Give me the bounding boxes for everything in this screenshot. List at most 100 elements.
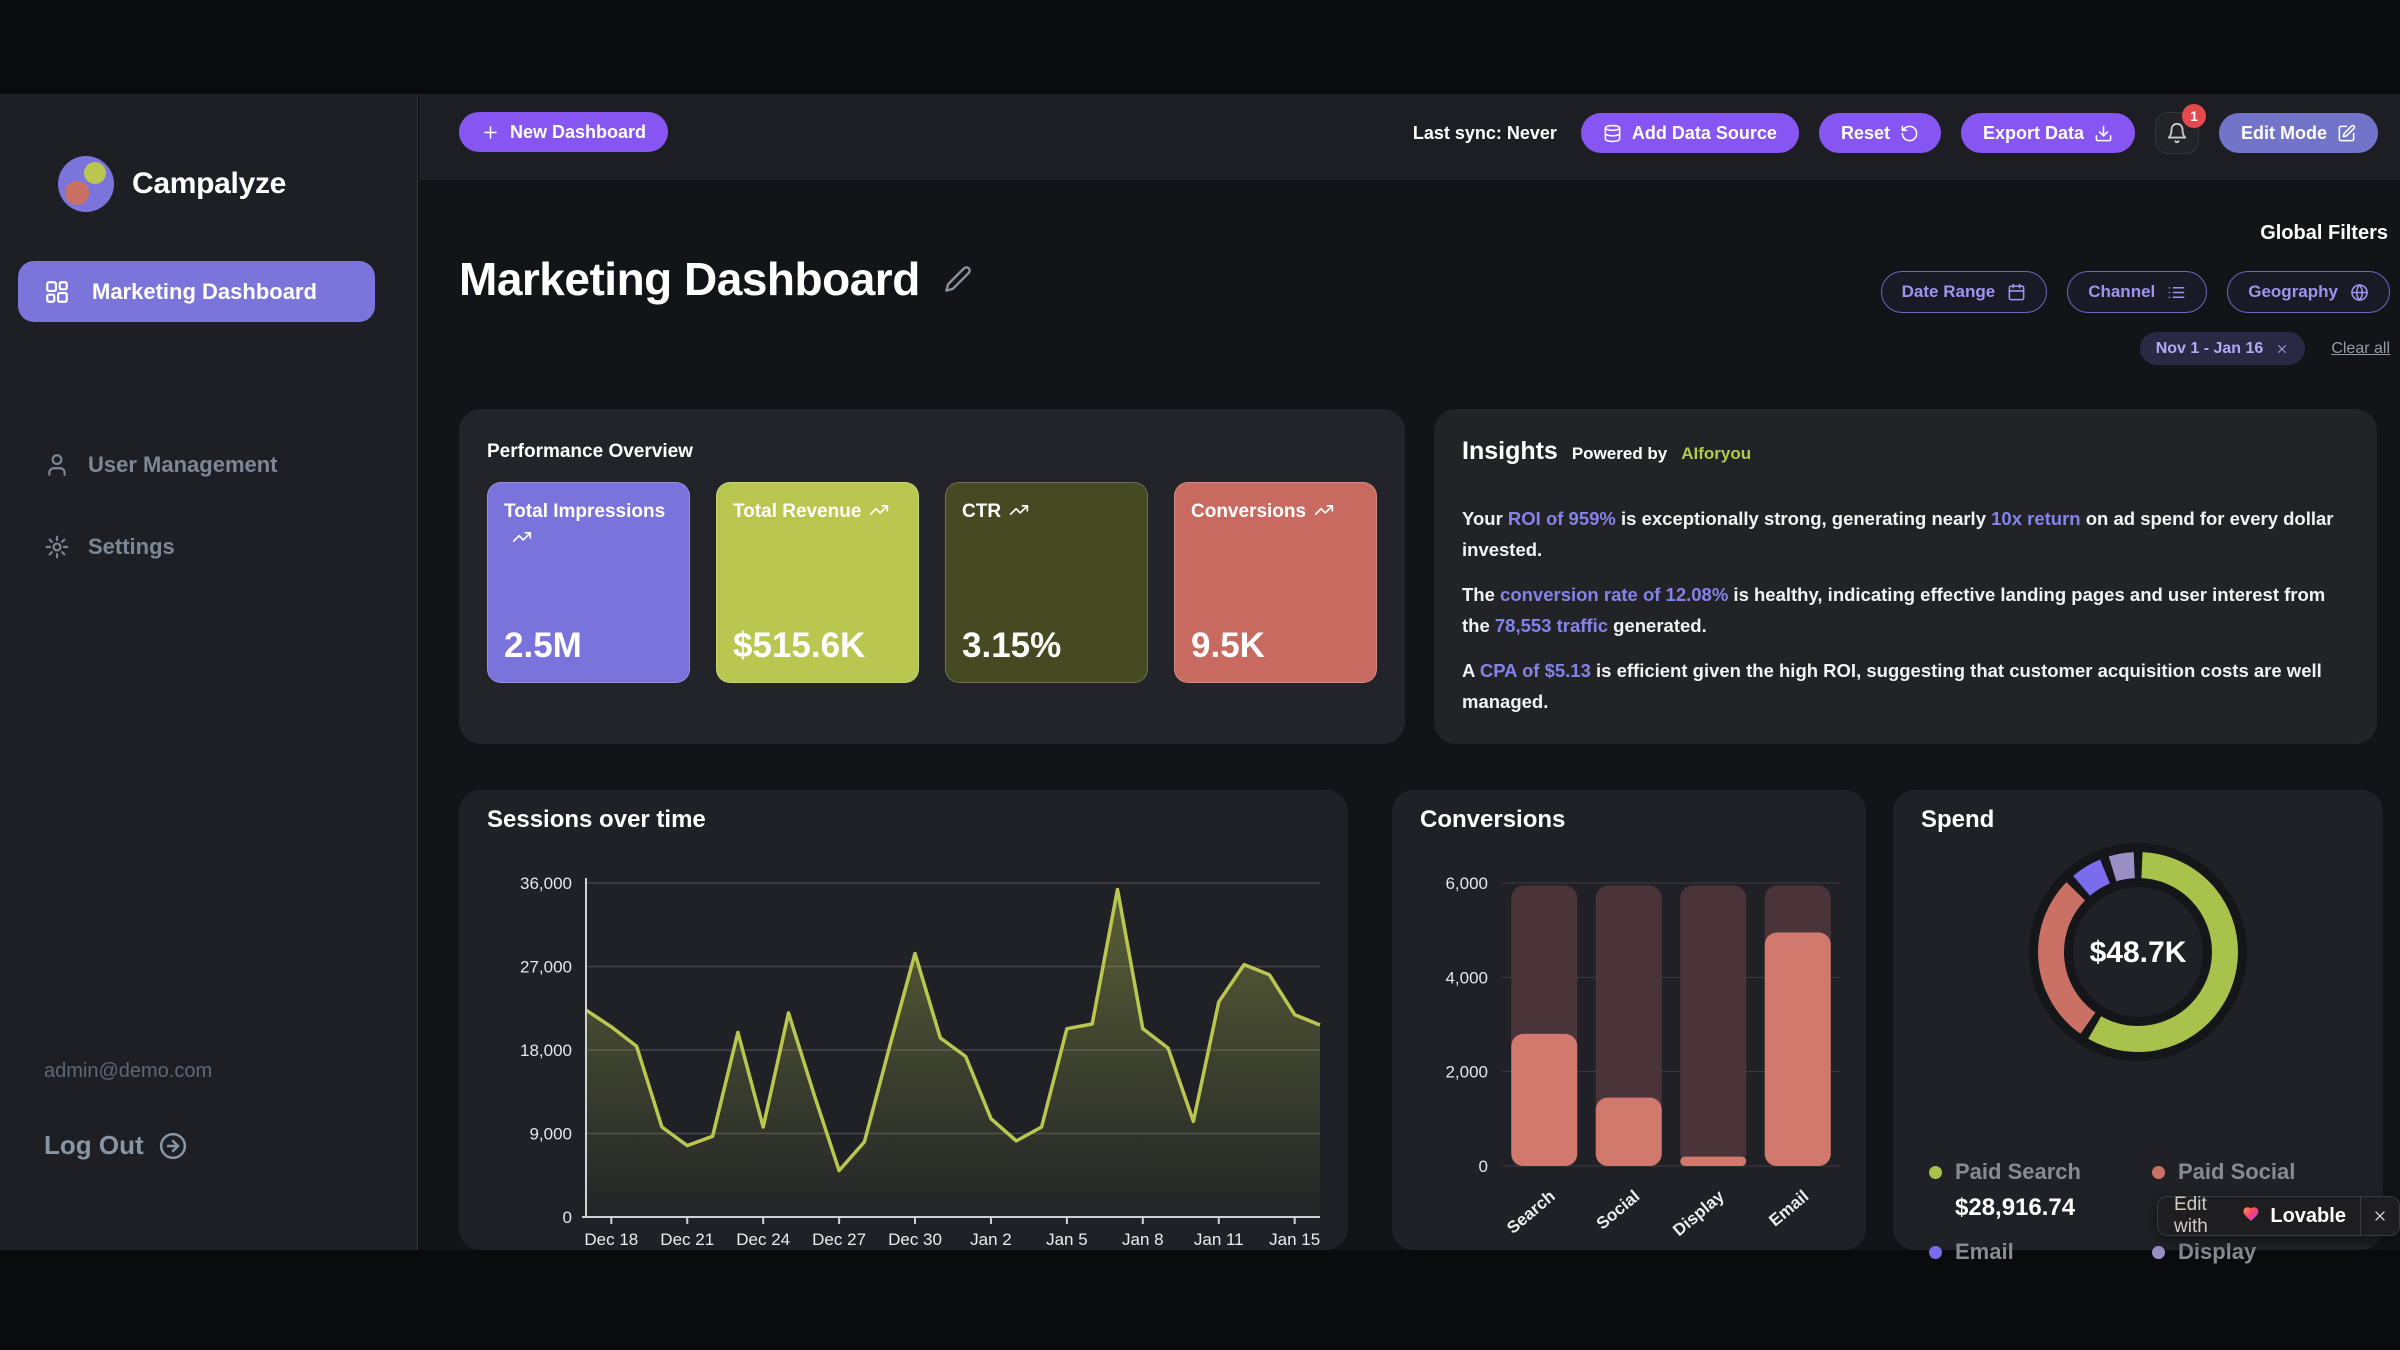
logout-button[interactable]: Log Out xyxy=(44,1130,188,1161)
globe-icon xyxy=(2350,283,2369,302)
spend-chart-panel: Spend $48.7K Paid Search Paid Social $28… xyxy=(1893,790,2383,1264)
svg-text:Social: Social xyxy=(1593,1187,1644,1234)
date-range-chip[interactable]: Nov 1 - Jan 16 xyxy=(2139,332,2306,365)
list-icon xyxy=(2167,283,2186,302)
date-range-chip-label: Nov 1 - Jan 16 xyxy=(2155,339,2264,357)
reset-button[interactable]: Reset xyxy=(1818,113,1941,153)
clear-all-filters-link[interactable]: Clear all xyxy=(2331,339,2390,357)
brand: Campalyze xyxy=(58,156,286,212)
bell-icon xyxy=(2166,122,2188,144)
trending-up-icon xyxy=(1314,500,1334,520)
legend-label: Display xyxy=(2178,1239,2257,1264)
notifications-button[interactable]: 1 xyxy=(2155,104,2206,154)
download-icon xyxy=(2094,124,2113,143)
brand-logo-icon xyxy=(58,156,114,212)
kpi-label: Total Impressions xyxy=(504,501,666,522)
svg-text:Jan 15: Jan 15 xyxy=(1269,1230,1320,1249)
conversions-bar-chart[interactable]: 0 2,000 4,000 6,000 Search Social Display Email xyxy=(1392,790,1866,1255)
svg-text:0: 0 xyxy=(563,1208,572,1227)
sidebar-item-label: Settings xyxy=(88,534,175,559)
paid-search-value: $28,916.74 xyxy=(1955,1194,2076,1221)
new-dashboard-button[interactable]: New Dashboard xyxy=(459,112,669,152)
geography-label: Geography xyxy=(2248,282,2338,301)
channel-label: Channel xyxy=(2088,282,2156,301)
kpi-card-ctr[interactable]: CTR 3.15% xyxy=(945,482,1148,683)
kpi-value: 3.15% xyxy=(962,626,1062,665)
lovable-heart-icon xyxy=(2242,1205,2260,1227)
svg-text:Jan 8: Jan 8 xyxy=(1122,1230,1164,1249)
legend-item-display: Display xyxy=(2152,1238,2359,1266)
lovable-close-button[interactable] xyxy=(2361,1197,2399,1235)
close-icon[interactable] xyxy=(2275,342,2289,356)
close-icon xyxy=(2372,1208,2388,1224)
export-data-label: Export Data xyxy=(1982,122,2084,143)
legend-label: Paid Search xyxy=(1955,1159,2081,1184)
paid-social-dot-icon xyxy=(2152,1165,2165,1179)
global-filters-heading: Global Filters xyxy=(2260,222,2388,244)
sessions-line-chart[interactable]: 0 9,000 18,000 27,000 36,000 Dec 18 Dec 21 Dec … xyxy=(459,790,1348,1255)
insights-panel: Insights Powered by AIforyou Your ROI of… xyxy=(1434,409,2377,744)
channel-filter-button[interactable]: Channel xyxy=(2067,271,2208,313)
kpi-card-total-impressions[interactable]: Total Impressions 2.5M xyxy=(487,482,690,683)
edit-mode-button[interactable]: Edit Mode xyxy=(2219,113,2378,153)
logo-olive-dot xyxy=(84,162,106,184)
date-range-label: Date Range xyxy=(1901,282,1996,301)
spend-donut-chart[interactable]: $48.7K xyxy=(1893,790,2383,1135)
lovable-brand: Lovable xyxy=(2270,1204,2346,1227)
powered-by-label: Powered by xyxy=(1571,444,1668,463)
svg-text:Dec 27: Dec 27 xyxy=(812,1230,866,1249)
plus-icon xyxy=(481,123,500,142)
insights-paragraphs: Your ROI of 959% is exceptionally strong… xyxy=(1462,508,2334,712)
svg-text:Jan 5: Jan 5 xyxy=(1046,1230,1088,1249)
trending-up-icon xyxy=(1009,500,1029,520)
square-pen-icon xyxy=(2337,124,2356,143)
svg-text:9,000: 9,000 xyxy=(529,1125,572,1144)
svg-text:Jan 2: Jan 2 xyxy=(970,1230,1012,1249)
page-title: Marketing Dashboard xyxy=(459,253,920,305)
edit-mode-label: Edit Mode xyxy=(2241,122,2327,143)
edit-with-lovable-badge: Edit with Lovable xyxy=(2157,1194,2400,1238)
logout-label: Log Out xyxy=(44,1130,144,1160)
database-icon xyxy=(1603,124,1622,143)
performance-overview-title: Performance Overview xyxy=(487,441,693,462)
kpi-card-total-revenue[interactable]: Total Revenue $515.6K xyxy=(716,482,919,683)
svg-text:Display: Display xyxy=(1669,1186,1728,1240)
add-data-source-button[interactable]: Add Data Source xyxy=(1580,113,1799,153)
trending-up-icon xyxy=(512,527,532,547)
kpi-label: CTR xyxy=(962,501,1002,522)
kpi-label: Conversions xyxy=(1191,501,1307,522)
sidebar-item-settings[interactable]: Settings xyxy=(44,534,175,560)
date-range-filter-button[interactable]: Date Range xyxy=(1880,271,2048,313)
add-data-source-label: Add Data Source xyxy=(1631,122,1777,143)
last-sync-status: Last sync: Never xyxy=(1412,122,1557,143)
edit-with-lovable-button[interactable]: Edit with Lovable xyxy=(2158,1194,2360,1238)
user-icon xyxy=(44,452,70,478)
legend-label: Email xyxy=(1955,1239,2014,1264)
svg-text:6,000: 6,000 xyxy=(1445,874,1488,893)
edit-title-icon[interactable] xyxy=(944,265,972,293)
rotate-ccw-icon xyxy=(1900,124,1919,143)
paid-search-dot-icon xyxy=(1929,1165,1942,1179)
reset-label: Reset xyxy=(1840,122,1890,143)
sidebar: Campalyze Marketing Dashboard User Manag… xyxy=(0,94,418,1250)
insights-provider: AIforyou xyxy=(1681,444,1752,463)
sidebar-item-user-management[interactable]: User Management xyxy=(44,452,278,478)
legend-item-paid-social: Paid Social xyxy=(2152,1158,2359,1186)
sidebar-item-marketing-dashboard[interactable]: Marketing Dashboard xyxy=(18,261,375,322)
main-content: Marketing Dashboard Global Filters Date … xyxy=(419,180,2400,1264)
legend-label: Paid Social xyxy=(2178,1159,2296,1184)
conversions-chart-panel: Conversions 0 2,000 4,000 6,000 Search Social… xyxy=(1392,790,1866,1250)
sessions-chart-title: Sessions over time xyxy=(487,806,706,833)
kpi-value: 9.5K xyxy=(1191,626,1265,665)
geography-filter-button[interactable]: Geography xyxy=(2227,271,2390,313)
svg-text:27,000: 27,000 xyxy=(520,958,572,977)
email-dot-icon xyxy=(1929,1245,1942,1259)
performance-overview-panel: Performance Overview Total Impressions 2… xyxy=(459,409,1405,744)
notification-badge: 1 xyxy=(2182,104,2206,128)
legend-item-paid-search: Paid Search xyxy=(1929,1158,2136,1186)
export-data-button[interactable]: Export Data xyxy=(1960,113,2135,153)
kpi-card-conversions[interactable]: Conversions 9.5K xyxy=(1174,482,1377,683)
svg-text:0: 0 xyxy=(1479,1157,1488,1176)
trending-up-icon xyxy=(869,500,889,520)
svg-text:2,000: 2,000 xyxy=(1445,1063,1488,1082)
